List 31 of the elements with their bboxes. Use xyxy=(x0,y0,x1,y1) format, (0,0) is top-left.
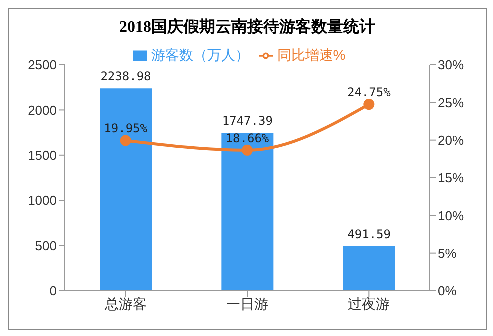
legend-label: 同比增速% xyxy=(277,47,346,63)
bar xyxy=(222,133,274,291)
data-label: 1747.39 xyxy=(222,114,273,128)
bar xyxy=(343,246,396,291)
bar xyxy=(100,88,152,291)
point xyxy=(242,144,253,156)
y2-tick-label: 15% xyxy=(438,170,464,186)
y-tick-label: 1000 xyxy=(28,193,57,208)
x-tick-label: 总游客 xyxy=(104,296,147,312)
y-tick-label: 2000 xyxy=(28,102,57,118)
x-tick-label: 一日游 xyxy=(226,296,268,312)
legend-label: 游客数（万人） xyxy=(151,47,250,63)
y-tick-label: 1500 xyxy=(28,148,57,164)
y2-tick-label: 0% xyxy=(438,284,458,299)
y-tick-label: 0 xyxy=(50,284,57,299)
y2-tick-label: 20% xyxy=(438,132,464,148)
y2-tick-label: 25% xyxy=(438,95,464,110)
chart-title: 2018国庆假期云南接待游客数量统计 xyxy=(118,17,376,38)
point xyxy=(120,135,132,146)
data-label: 2238.98 xyxy=(100,70,152,84)
y-tick-label: 500 xyxy=(35,238,57,254)
data-label: 18.66% xyxy=(226,131,270,146)
point xyxy=(364,99,375,110)
data-label: 491.59 xyxy=(348,228,392,242)
data-label: 19.95% xyxy=(104,122,148,136)
x-tick-label: 过夜游 xyxy=(348,296,390,312)
y2-tick-label: 5% xyxy=(438,246,458,261)
y2-tick-label: 30% xyxy=(438,58,464,73)
y2-tick-label: 10% xyxy=(438,208,464,224)
data-label: 24.75% xyxy=(347,86,392,100)
y-tick-label: 2500 xyxy=(28,58,57,73)
